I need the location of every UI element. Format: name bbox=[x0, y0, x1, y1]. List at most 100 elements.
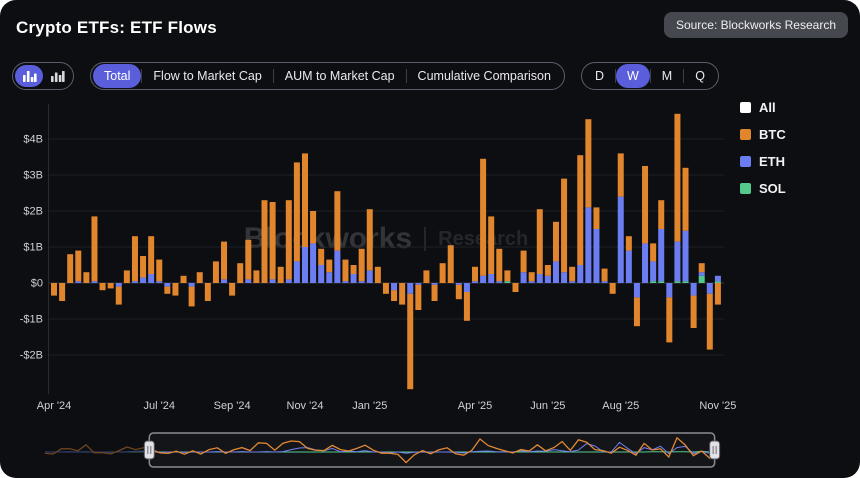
bar-segment-eth[interactable] bbox=[431, 283, 438, 285]
bar-segment-btc[interactable] bbox=[690, 295, 697, 328]
bar-segment-btc[interactable] bbox=[609, 283, 616, 294]
bar-segment-eth[interactable] bbox=[488, 274, 495, 283]
bar-segment-btc[interactable] bbox=[115, 286, 122, 305]
bar-segment-eth[interactable] bbox=[75, 281, 82, 283]
bar-segment-eth[interactable] bbox=[585, 207, 592, 283]
legend-item-all[interactable]: All bbox=[740, 100, 786, 115]
bar-segment-btc[interactable] bbox=[148, 236, 155, 274]
bar-segment-btc[interactable] bbox=[528, 272, 535, 282]
period-week-button[interactable]: W bbox=[615, 63, 650, 89]
bar-segment-eth[interactable] bbox=[666, 283, 673, 298]
bar-segment-btc[interactable] bbox=[698, 263, 705, 273]
bar-segment-eth[interactable] bbox=[188, 283, 195, 287]
bar-segment-eth[interactable] bbox=[593, 229, 600, 283]
bar-segment-btc[interactable] bbox=[277, 266, 284, 283]
bar-segment-btc[interactable] bbox=[666, 297, 673, 343]
bar-segment-btc[interactable] bbox=[601, 268, 608, 282]
bar-segment-btc[interactable] bbox=[221, 241, 228, 280]
bar-segment-btc[interactable] bbox=[350, 265, 357, 274]
bar-segment-eth[interactable] bbox=[569, 281, 576, 283]
bar-segment-eth[interactable] bbox=[601, 281, 608, 283]
bar-segment-btc[interactable] bbox=[269, 202, 276, 280]
bar-segment-btc[interactable] bbox=[285, 200, 292, 280]
bar-segment-btc[interactable] bbox=[318, 248, 325, 265]
bar-segment-eth[interactable] bbox=[633, 283, 640, 298]
bar-segment-eth[interactable] bbox=[91, 281, 98, 283]
bar-segment-btc[interactable] bbox=[358, 248, 365, 282]
bar-segment-eth[interactable] bbox=[625, 250, 632, 283]
bar-segment-eth[interactable] bbox=[520, 272, 527, 283]
bar-segment-eth[interactable] bbox=[544, 275, 551, 283]
bar-segment-btc[interactable] bbox=[633, 297, 640, 327]
navigator[interactable] bbox=[44, 432, 721, 468]
bar-segment-btc[interactable] bbox=[51, 283, 57, 296]
bar-segment-btc[interactable] bbox=[423, 270, 430, 283]
bar-segment-btc[interactable] bbox=[439, 263, 446, 283]
bar-segment-btc[interactable] bbox=[714, 283, 721, 305]
bar-segment-btc[interactable] bbox=[131, 236, 138, 282]
bar-segment-btc[interactable] bbox=[650, 243, 657, 262]
bar-segment-btc[interactable] bbox=[577, 155, 584, 265]
bar-segment-eth[interactable] bbox=[528, 281, 535, 283]
bar-segment-eth[interactable] bbox=[480, 275, 487, 283]
bar-segment-btc[interactable] bbox=[407, 293, 414, 390]
bar-segment-eth[interactable] bbox=[658, 229, 665, 282]
bar-segment-btc[interactable] bbox=[326, 259, 333, 273]
bar-segment-btc[interactable] bbox=[293, 162, 300, 262]
bar-segment-eth[interactable] bbox=[415, 283, 422, 285]
bar-segment-eth[interactable] bbox=[536, 274, 543, 283]
bar-segment-btc[interactable] bbox=[212, 261, 219, 283]
bar-segment-eth[interactable] bbox=[221, 279, 228, 283]
bar-segment-eth[interactable] bbox=[642, 243, 649, 283]
bar-segment-btc[interactable] bbox=[642, 166, 649, 244]
bar-segment-btc[interactable] bbox=[496, 248, 503, 282]
bar-segment-eth[interactable] bbox=[698, 272, 705, 276]
bar-segment-eth[interactable] bbox=[285, 279, 292, 283]
bar-segment-btc[interactable] bbox=[229, 283, 236, 296]
bar-segment-btc[interactable] bbox=[593, 207, 600, 229]
bar-segment-sol[interactable] bbox=[504, 281, 511, 283]
bar-segment-btc[interactable] bbox=[204, 283, 211, 301]
bar-segment-btc[interactable] bbox=[261, 200, 268, 283]
bar-segment-eth[interactable] bbox=[617, 196, 624, 283]
period-day-button[interactable]: D bbox=[584, 64, 615, 89]
bar-segment-btc[interactable] bbox=[415, 284, 422, 310]
bar-segment-btc[interactable] bbox=[512, 283, 519, 292]
tab-aum-to-market-cap[interactable]: AUM to Market Cap bbox=[274, 64, 406, 89]
bar-segment-eth[interactable] bbox=[650, 261, 657, 282]
bar-segment-btc[interactable] bbox=[455, 284, 462, 300]
bar-segment-sol[interactable] bbox=[650, 281, 657, 283]
bar-segment-btc[interactable] bbox=[585, 119, 592, 208]
bar-segment-eth[interactable] bbox=[293, 261, 300, 283]
bar-chart-icon-button[interactable] bbox=[15, 65, 43, 87]
bar-segment-btc[interactable] bbox=[544, 265, 551, 276]
bar-segment-btc[interactable] bbox=[99, 283, 106, 291]
bar-segment-eth[interactable] bbox=[407, 283, 414, 294]
bar-segment-btc[interactable] bbox=[310, 211, 317, 244]
navigator-brush-window[interactable] bbox=[148, 432, 716, 468]
bar-segment-btc[interactable] bbox=[480, 158, 487, 276]
bar-segment-btc[interactable] bbox=[447, 245, 454, 283]
bar-segment-eth[interactable] bbox=[156, 281, 163, 283]
bar-segment-sol[interactable] bbox=[682, 281, 689, 283]
bar-segment-eth[interactable] bbox=[674, 241, 681, 282]
bar-segment-btc[interactable] bbox=[382, 283, 389, 294]
legend-item-sol[interactable]: SOL bbox=[740, 181, 786, 196]
bar-segment-eth[interactable] bbox=[350, 274, 357, 283]
bar-segment-eth[interactable] bbox=[391, 283, 398, 291]
bar-segment-eth[interactable] bbox=[358, 281, 365, 283]
bar-segment-btc[interactable] bbox=[374, 266, 381, 283]
bar-segment-btc[interactable] bbox=[520, 250, 527, 273]
bar-segment-btc[interactable] bbox=[431, 284, 438, 301]
bar-segment-sol[interactable] bbox=[698, 275, 705, 283]
bar-segment-eth[interactable] bbox=[269, 279, 276, 283]
bar-segment-btc[interactable] bbox=[561, 178, 568, 273]
bar-segment-eth[interactable] bbox=[472, 281, 479, 283]
bar-segment-btc[interactable] bbox=[59, 283, 66, 301]
bar-segment-btc[interactable] bbox=[391, 290, 398, 301]
bar-segment-eth[interactable] bbox=[561, 272, 568, 283]
tab-total[interactable]: Total bbox=[93, 63, 142, 89]
bar-segment-eth[interactable] bbox=[496, 281, 503, 283]
bar-segment-btc[interactable] bbox=[237, 263, 244, 283]
bar-segment-btc[interactable] bbox=[625, 236, 632, 251]
